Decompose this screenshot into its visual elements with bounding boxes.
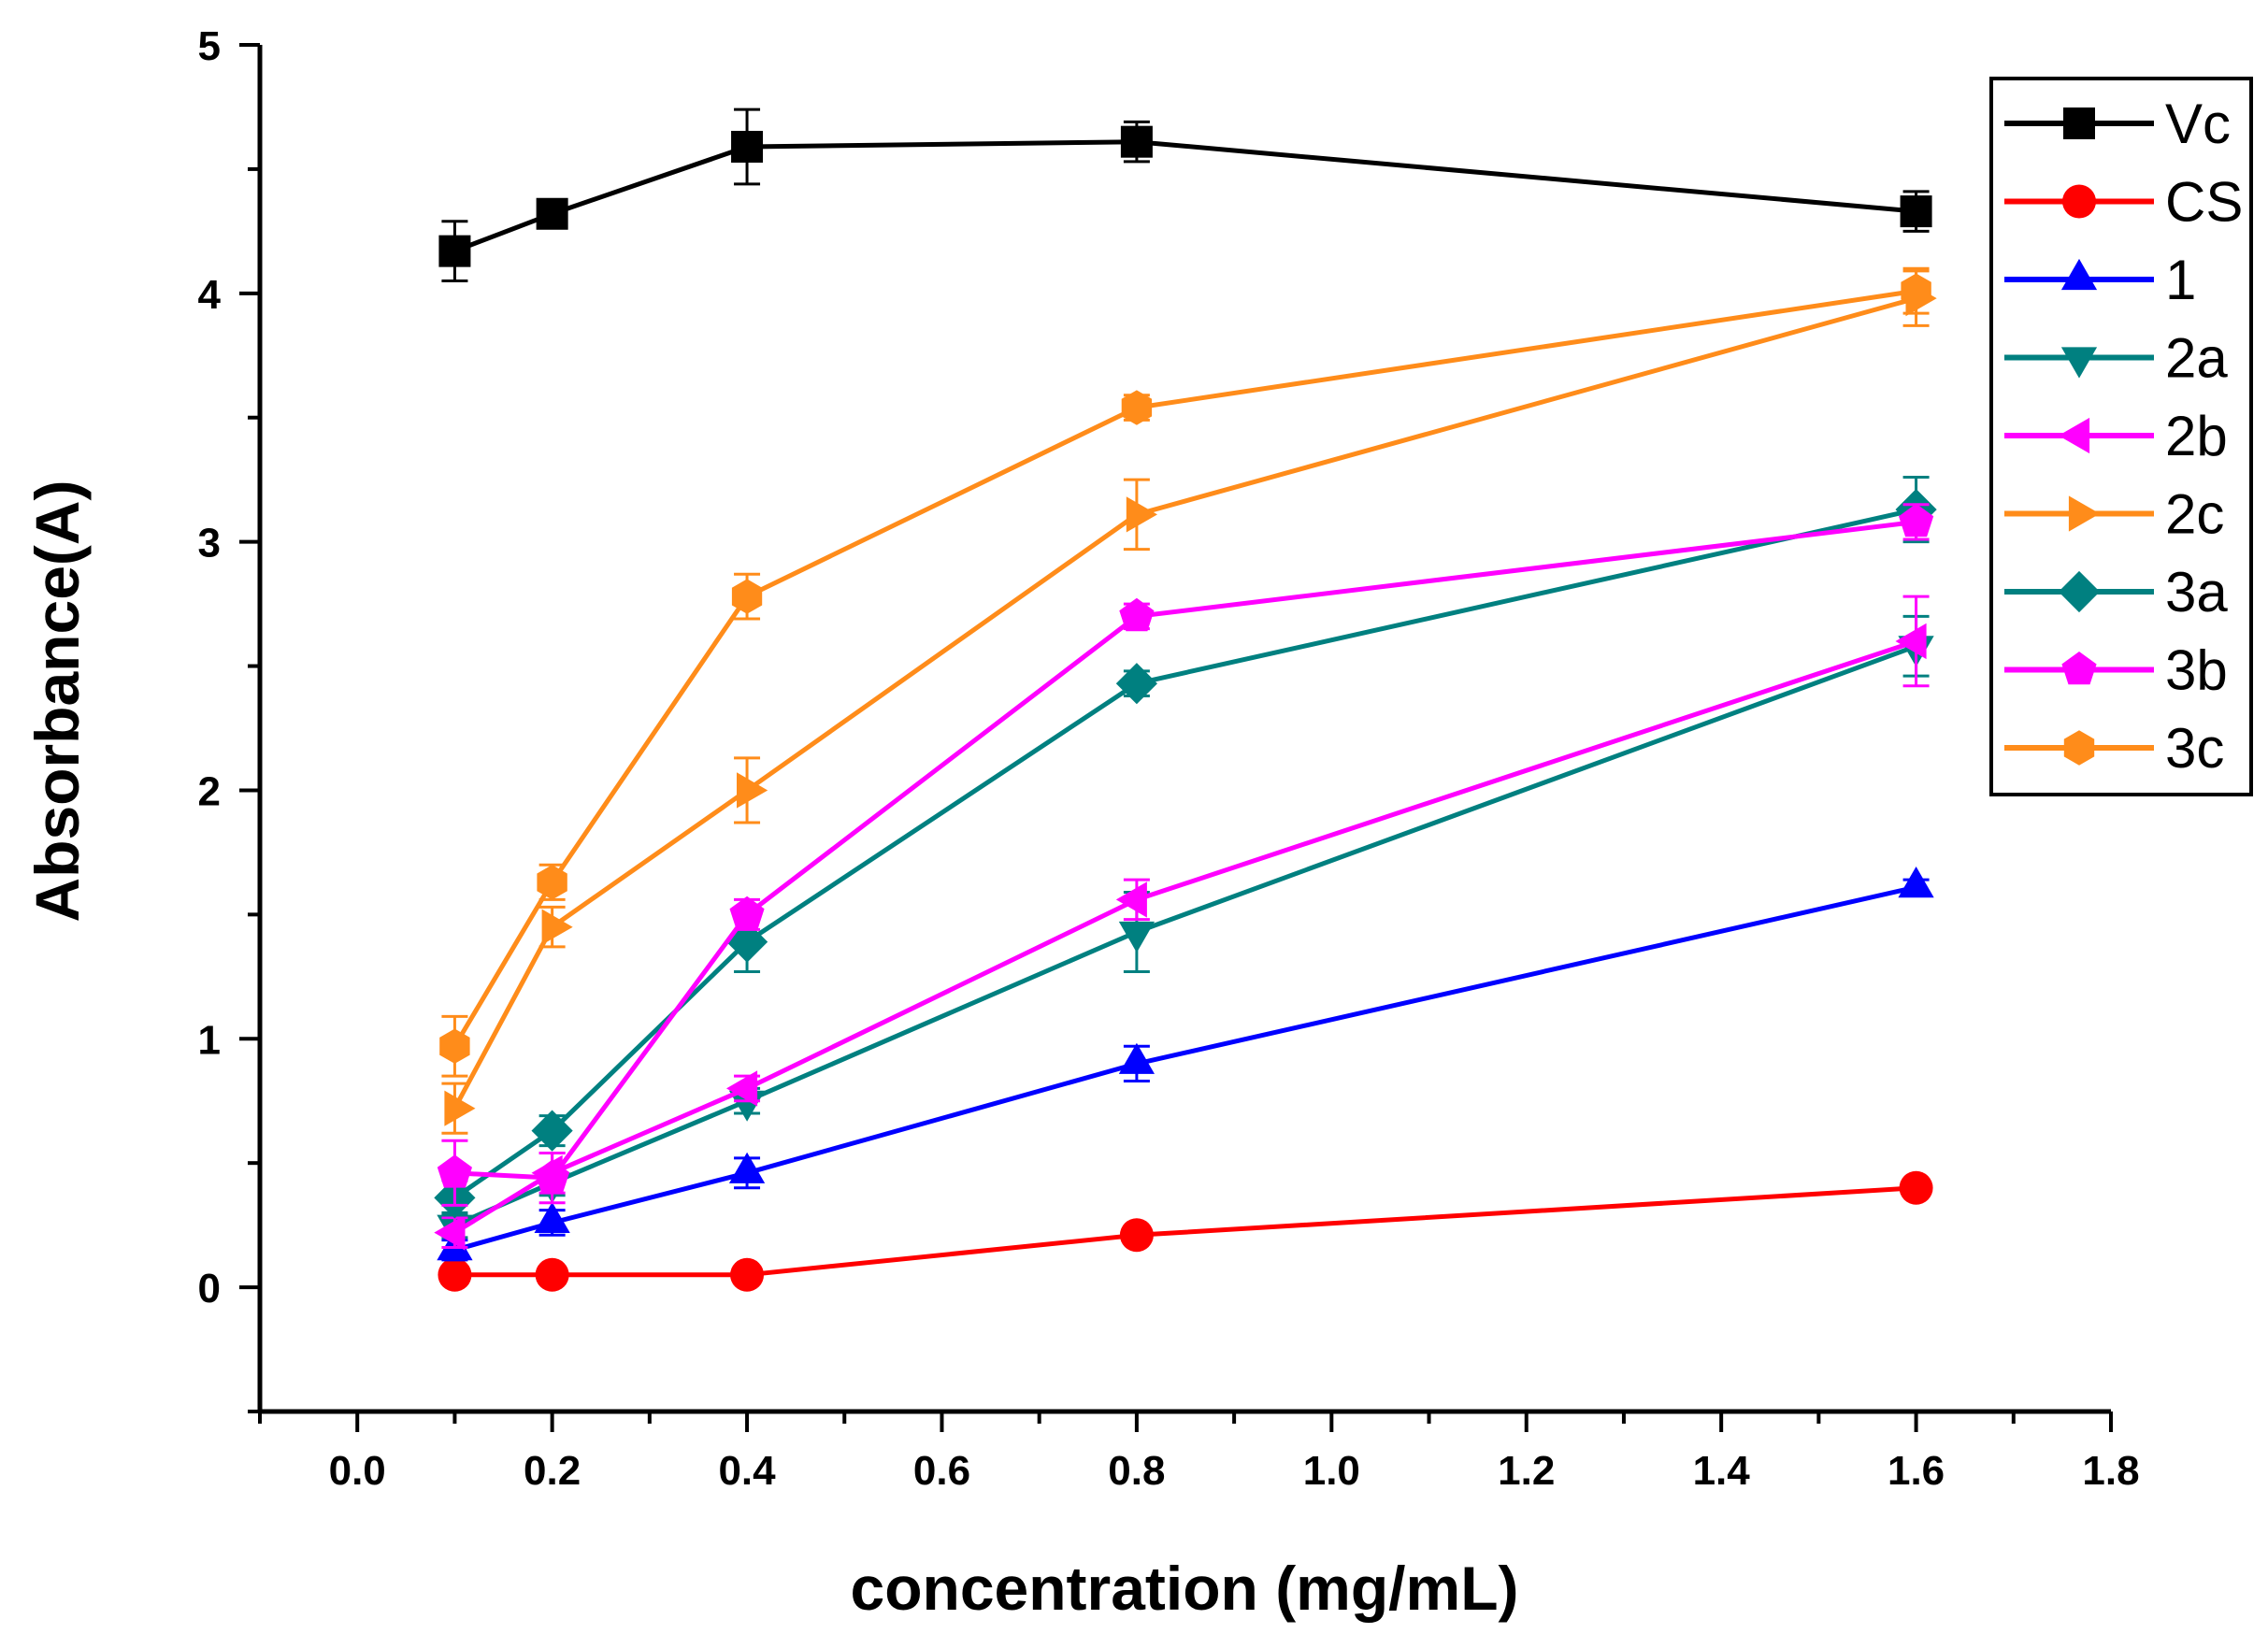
data-point xyxy=(1899,1170,1933,1205)
legend-label: 2c xyxy=(2165,483,2224,546)
series-1 xyxy=(437,867,1934,1262)
data-point xyxy=(1898,867,1934,898)
legend-swatch-marker xyxy=(2068,495,2101,532)
data-point xyxy=(438,235,471,267)
y-tick-label: 1 xyxy=(198,1017,221,1063)
y-axis-title: Absorbance(A) xyxy=(22,480,92,922)
data-point xyxy=(438,1257,472,1292)
y-tick-label: 3 xyxy=(198,521,221,566)
legend-label: 2b xyxy=(2165,405,2228,467)
series-2b xyxy=(434,595,1930,1251)
series-line-Vc xyxy=(453,139,1916,253)
y-tick-label: 2 xyxy=(198,768,221,814)
legend-swatch-marker xyxy=(2063,730,2095,766)
data-point xyxy=(536,197,568,230)
legend-item-3a: 3a xyxy=(2004,561,2228,623)
x-axis-title: concentration (mg/mL) xyxy=(850,1554,1518,1623)
data-point xyxy=(531,1110,573,1152)
legend-item-3c: 3c xyxy=(2004,717,2224,780)
data-point xyxy=(731,579,763,614)
series-line-1 xyxy=(453,884,1917,1253)
series-line-CS xyxy=(454,1185,1916,1278)
data-point xyxy=(728,1152,766,1183)
x-tick-label: 1.6 xyxy=(1888,1448,1945,1494)
data-point xyxy=(535,1159,570,1193)
y-tick-label: 0 xyxy=(198,1266,221,1311)
series-3c xyxy=(439,266,1931,1078)
data-point xyxy=(444,1090,476,1126)
legend-item-Vc: Vc xyxy=(2004,93,2231,155)
x-tick-label: 0.2 xyxy=(524,1448,581,1494)
data-point xyxy=(1119,597,1155,632)
data-point xyxy=(1895,623,1927,660)
legend-swatch-marker xyxy=(2058,570,2101,613)
legend-swatch-marker xyxy=(2062,184,2096,219)
data-point xyxy=(434,1214,466,1251)
legend-label: 1 xyxy=(2165,249,2196,311)
x-tick-label: 1.2 xyxy=(1498,1448,1555,1494)
legend-swatch-marker xyxy=(2060,347,2098,379)
legend-item-3b: 3b xyxy=(2004,639,2228,702)
data-point xyxy=(1115,881,1147,918)
data-point xyxy=(537,865,567,900)
data-point xyxy=(535,1257,569,1292)
data-point xyxy=(1115,663,1157,705)
x-tick-label: 1.0 xyxy=(1303,1448,1360,1494)
plot-area xyxy=(434,107,1937,1292)
data-point xyxy=(1119,1218,1154,1253)
series-line-3b xyxy=(454,519,1916,1181)
legend-label: 3a xyxy=(2165,561,2228,623)
legend-swatch-marker xyxy=(2063,107,2095,139)
legend: Vc CS 1 2a 2b 2c 3a 3b 3c xyxy=(1989,77,2253,796)
legend-label: Vc xyxy=(2165,93,2231,155)
y-tick-label: 5 xyxy=(198,23,221,69)
axes: 0.0 0.2 0.4 0.6 0.8 1.0 1.2 1.4 1.6 1.8 0 1 2 3 4 5 xyxy=(198,23,2140,1494)
x-tick-label: 0.8 xyxy=(1108,1448,1165,1494)
series-Vc xyxy=(438,107,1932,283)
data-point xyxy=(730,1257,765,1292)
data-point xyxy=(726,1070,758,1107)
data-point xyxy=(437,1154,472,1188)
data-point xyxy=(1121,390,1153,425)
data-point xyxy=(731,130,764,163)
y-tick-label: 4 xyxy=(198,272,222,318)
data-point xyxy=(729,896,765,930)
x-tick-label: 0.4 xyxy=(718,1448,776,1494)
legend-label: 3b xyxy=(2165,639,2228,702)
series-3a xyxy=(434,476,1937,1219)
legend-swatch-marker xyxy=(2058,417,2090,454)
legend-label: 2a xyxy=(2165,327,2228,390)
legend-item-2a: 2a xyxy=(2004,327,2228,390)
data-point xyxy=(1901,273,1931,308)
x-tick-label: 0.0 xyxy=(329,1448,386,1494)
legend-item-2c: 2c xyxy=(2004,483,2224,546)
legend-item-CS: CS xyxy=(2004,171,2243,234)
legend-swatch-marker xyxy=(2061,652,2097,685)
data-point xyxy=(1120,125,1153,158)
series-3b xyxy=(437,503,1934,1207)
legend-label: CS xyxy=(2165,171,2243,234)
x-tick-label: 1.8 xyxy=(2082,1448,2139,1494)
data-point xyxy=(737,772,768,809)
series-line-3c xyxy=(452,288,1916,1048)
data-point xyxy=(1900,195,1932,228)
x-tick-label: 1.4 xyxy=(1693,1448,1751,1494)
legend-item-2b: 2b xyxy=(2004,405,2228,467)
data-point xyxy=(1126,496,1157,533)
data-point xyxy=(534,1201,570,1233)
series-CS xyxy=(438,1170,1933,1292)
legend-swatch-marker xyxy=(2060,258,2098,291)
data-point xyxy=(541,909,573,945)
data-point xyxy=(1118,921,1155,953)
data-point xyxy=(1899,503,1934,537)
x-tick-label: 0.6 xyxy=(913,1448,970,1494)
legend-label: 3c xyxy=(2165,717,2224,780)
data-point xyxy=(1118,1042,1155,1074)
legend-item-1: 1 xyxy=(2004,249,2196,311)
data-point xyxy=(439,1028,470,1064)
